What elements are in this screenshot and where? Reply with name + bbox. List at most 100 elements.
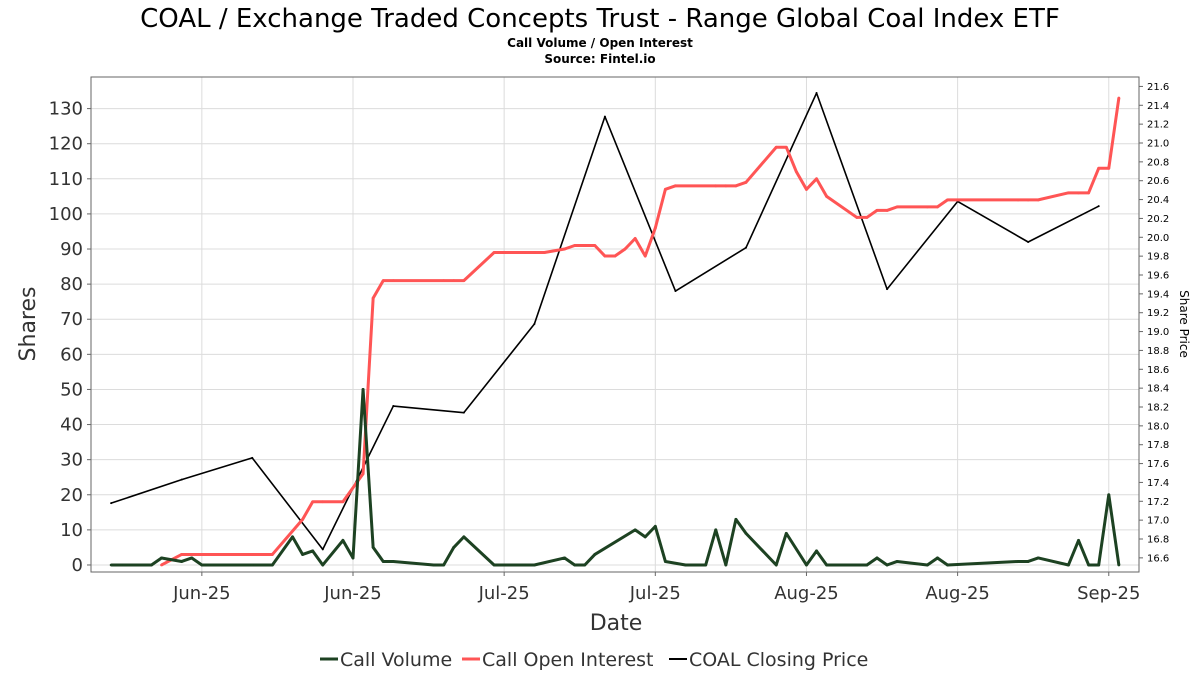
data-point-call-volume	[442, 563, 446, 567]
data-point-call-volume	[734, 517, 738, 521]
legend-label-call-volume: Call Volume	[340, 649, 452, 671]
data-point-call-volume	[643, 535, 647, 539]
chart-source: Source: Fintel.io	[544, 52, 655, 66]
data-point-coal-closing-price	[1097, 205, 1100, 208]
plot-border	[90, 76, 1140, 573]
data-point-coal-closing-price	[815, 92, 818, 95]
data-point-call-open-interest	[946, 198, 949, 202]
data-point-call-volume	[129, 563, 133, 567]
y-tick-label: 20	[60, 485, 83, 506]
data-point-call-open-interest	[774, 145, 778, 149]
data-point-call-volume	[815, 549, 818, 553]
series-points-call-volume	[109, 388, 1121, 567]
data-point-call-open-interest	[522, 251, 526, 254]
y2-tick-label: 17.8	[1147, 440, 1169, 451]
gridlines	[91, 77, 1139, 572]
data-point-call-open-interest	[714, 184, 718, 188]
data-point-call-volume	[452, 546, 456, 549]
data-point-call-open-interest	[532, 251, 536, 254]
y-axis-right-ticks: 16.6 16.8 17.0 17.2 17.4 17.6 17.8 18.0 18.2 18.4…	[1139, 82, 1169, 564]
data-point-call-open-interest	[391, 279, 395, 283]
data-point-call-volume	[825, 563, 829, 567]
data-point-call-volume	[1016, 560, 1020, 563]
data-point-call-volume	[1107, 493, 1111, 497]
data-point-call-open-interest	[794, 170, 798, 174]
y2-tick-label: 19.4	[1147, 289, 1169, 300]
data-point-call-volume	[1117, 563, 1121, 567]
x-tick-label: Jul-25	[478, 583, 530, 604]
legend-label-call-open-interest: Call Open Interest	[482, 649, 654, 671]
y-axis-left-ticks: 0 10 20 30 40 50 60 70 80 90 100 110 120 130	[49, 99, 91, 576]
data-point-call-volume	[462, 535, 466, 539]
data-point-call-open-interest	[936, 205, 939, 209]
y-tick-label: 60	[60, 344, 83, 365]
legend: Call Volume Call Open Interest COAL Clos…	[320, 649, 868, 671]
data-point-call-volume	[311, 549, 315, 553]
data-point-call-open-interest	[603, 254, 607, 258]
y-tick-label: 100	[49, 204, 83, 225]
data-point-call-volume	[371, 546, 375, 549]
data-point-call-open-interest	[925, 205, 929, 209]
y2-tick-label: 17.6	[1147, 459, 1169, 470]
data-point-call-open-interest	[653, 226, 657, 230]
series-line-call-open-interest	[160, 97, 1121, 567]
data-point-call-open-interest	[190, 553, 194, 556]
data-point-call-open-interest	[1087, 191, 1091, 195]
y2-tick-label: 19.0	[1147, 327, 1169, 338]
chart-subtitle: Call Volume / Open Interest	[507, 36, 693, 50]
y2-tick-label: 19.6	[1147, 271, 1169, 282]
y2-tick-label: 18.2	[1147, 403, 1169, 414]
data-point-call-volume	[925, 563, 929, 567]
data-point-call-open-interest	[160, 563, 163, 567]
data-point-call-open-interest	[623, 247, 627, 251]
data-point-coal-closing-price	[745, 246, 747, 249]
x-tick-label: Aug-25	[774, 583, 839, 604]
y2-tick-label: 18.8	[1147, 346, 1169, 357]
y2-tick-label: 20.0	[1147, 233, 1169, 244]
y2-tick-label: 18.6	[1147, 365, 1169, 376]
data-point-call-volume	[593, 553, 597, 556]
y2-tick-label: 21.6	[1147, 82, 1169, 93]
y-axis-label: Shares	[16, 287, 41, 362]
data-point-call-open-interest	[865, 216, 869, 219]
data-point-call-open-interest	[502, 251, 506, 254]
data-point-coal-closing-price	[533, 323, 536, 326]
y-tick-label: 30	[60, 450, 83, 471]
chart-title: COAL / Exchange Traded Concepts Trust - …	[140, 4, 1060, 34]
data-point-call-volume	[653, 524, 657, 528]
data-point-call-volume	[895, 560, 899, 563]
data-point-coal-closing-price	[462, 411, 465, 414]
y-tick-label: 90	[60, 239, 83, 260]
y-tick-label: 110	[49, 169, 83, 190]
data-point-call-open-interest	[734, 184, 738, 188]
data-point-coal-closing-price	[251, 456, 254, 459]
data-point-call-volume	[522, 563, 526, 567]
data-point-call-volume	[663, 560, 667, 563]
data-point-call-open-interest	[1016, 198, 1020, 202]
x-tick-label: Jun-25	[172, 583, 231, 604]
y2-tick-label: 17.2	[1147, 497, 1169, 508]
x-tick-label: Jun-25	[323, 583, 382, 604]
data-point-call-volume	[109, 563, 113, 567]
y2-tick-label: 16.6	[1147, 553, 1169, 564]
data-point-call-open-interest	[1097, 166, 1101, 170]
data-point-call-volume	[432, 563, 436, 567]
series-layer	[109, 92, 1121, 567]
y2-tick-label: 21.4	[1147, 101, 1169, 112]
data-point-call-open-interest	[643, 254, 647, 258]
data-point-call-volume	[119, 563, 123, 567]
data-point-call-open-interest	[1026, 198, 1030, 202]
data-point-call-open-interest	[492, 251, 496, 254]
data-point-coal-closing-price	[603, 115, 606, 118]
y2-tick-label: 20.6	[1147, 176, 1169, 187]
data-point-call-open-interest	[452, 279, 456, 283]
data-point-call-volume	[1036, 556, 1040, 560]
series-points-coal-closing-price	[110, 92, 1100, 551]
data-point-call-volume	[361, 388, 365, 391]
data-point-coal-closing-price	[110, 502, 113, 505]
y2-tick-label: 21.0	[1147, 139, 1169, 150]
data-point-call-open-interest	[875, 209, 879, 212]
data-point-call-open-interest	[381, 279, 385, 283]
data-point-call-open-interest	[462, 279, 466, 283]
